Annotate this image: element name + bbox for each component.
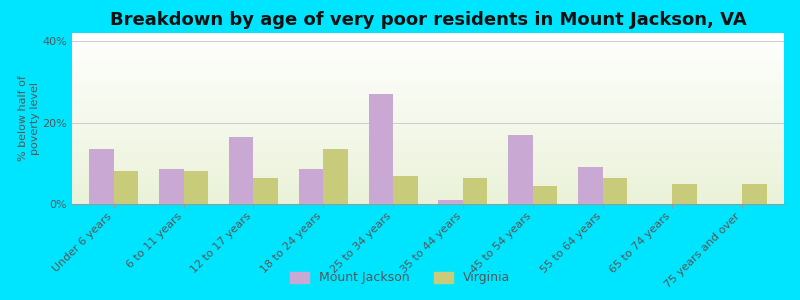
Bar [229, 137, 254, 204]
Legend: Mount Jackson, Virginia: Mount Jackson, Virginia [283, 265, 517, 291]
Title: Breakdown by age of very poor residents in Mount Jackson, VA: Breakdown by age of very poor residents … [110, 11, 746, 29]
Bar [369, 94, 393, 204]
Bar [159, 169, 184, 204]
Bar [114, 171, 138, 204]
Bar [533, 186, 557, 204]
Bar [742, 184, 766, 204]
Bar [90, 149, 114, 204]
Y-axis label: % below half of
poverty level: % below half of poverty level [18, 76, 40, 161]
Bar [299, 169, 323, 204]
Bar [184, 171, 208, 204]
Bar [393, 176, 418, 204]
Bar [254, 178, 278, 204]
Bar [602, 178, 627, 204]
Bar [672, 184, 697, 204]
Bar [463, 178, 487, 204]
Bar [508, 135, 533, 204]
Bar [323, 149, 348, 204]
Bar [438, 200, 463, 204]
Bar [578, 167, 602, 204]
